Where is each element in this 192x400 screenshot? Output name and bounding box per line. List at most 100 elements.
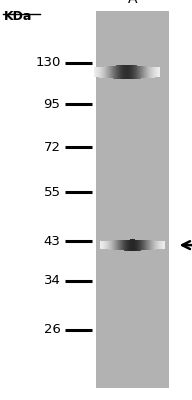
Bar	[146, 240, 147, 250]
Bar	[96, 368, 169, 373]
Bar	[121, 65, 122, 79]
Bar	[130, 240, 131, 251]
Bar	[96, 67, 97, 78]
Bar	[96, 120, 169, 125]
Bar	[96, 323, 169, 328]
Bar	[107, 241, 108, 250]
Bar	[96, 94, 169, 98]
Bar	[96, 316, 169, 320]
Bar	[96, 384, 169, 388]
Bar	[113, 240, 114, 250]
Bar	[118, 65, 119, 79]
Bar	[145, 240, 146, 250]
Bar	[128, 240, 129, 251]
Bar	[106, 66, 107, 78]
Bar	[96, 256, 169, 260]
Bar	[100, 67, 101, 78]
Bar	[96, 143, 169, 147]
Bar	[157, 67, 158, 77]
Bar	[145, 66, 146, 78]
Bar	[139, 240, 140, 250]
Bar	[96, 128, 169, 132]
Bar	[96, 49, 169, 53]
Bar	[96, 274, 169, 279]
Bar	[104, 66, 105, 78]
Bar	[163, 241, 164, 249]
Bar	[111, 241, 112, 250]
Bar	[156, 241, 157, 250]
Bar	[143, 66, 144, 78]
Bar	[96, 199, 169, 204]
Bar	[107, 66, 108, 78]
Bar	[97, 67, 98, 78]
Bar	[134, 65, 135, 79]
Bar	[96, 290, 169, 294]
Bar	[155, 241, 156, 250]
Bar	[131, 65, 132, 79]
Bar	[137, 240, 138, 251]
Text: 130: 130	[35, 56, 60, 69]
Bar	[115, 240, 116, 250]
Bar	[96, 233, 169, 238]
Bar	[158, 241, 159, 249]
Bar	[146, 66, 147, 78]
Bar	[135, 65, 136, 79]
Bar	[96, 226, 169, 230]
Bar	[141, 240, 142, 250]
Bar	[126, 65, 127, 79]
Bar	[144, 240, 145, 250]
Bar	[96, 342, 169, 347]
Bar	[164, 241, 165, 249]
Bar	[96, 192, 169, 196]
Bar	[112, 240, 113, 250]
Bar	[101, 241, 102, 249]
Text: 95: 95	[44, 98, 60, 111]
Bar	[96, 173, 169, 178]
Bar	[96, 240, 169, 245]
Bar	[119, 65, 120, 79]
Bar	[96, 90, 169, 95]
Bar	[96, 177, 169, 181]
Bar	[157, 241, 158, 250]
Bar	[96, 30, 169, 34]
Bar	[96, 139, 169, 144]
Bar	[123, 240, 124, 250]
Bar	[129, 65, 130, 79]
Bar	[96, 102, 169, 106]
Bar	[105, 66, 106, 78]
Bar	[149, 66, 150, 78]
Bar	[143, 240, 144, 250]
Bar	[96, 346, 169, 350]
Bar	[96, 180, 169, 185]
Bar	[136, 240, 137, 251]
Bar	[96, 229, 169, 234]
Bar	[127, 65, 128, 79]
Bar	[159, 241, 160, 249]
Bar	[132, 240, 133, 251]
Bar	[96, 26, 169, 31]
Bar	[113, 66, 114, 78]
Bar	[96, 113, 169, 117]
Bar	[117, 66, 118, 79]
Bar	[96, 150, 169, 155]
Bar	[132, 65, 133, 79]
Bar	[151, 240, 152, 250]
Bar	[96, 196, 169, 200]
Bar	[108, 241, 109, 250]
Bar	[133, 240, 134, 251]
Bar	[96, 12, 169, 388]
Bar	[96, 162, 169, 166]
Bar	[152, 240, 153, 250]
Bar	[96, 372, 169, 377]
Bar	[116, 66, 117, 79]
Bar	[121, 240, 122, 250]
Bar	[96, 132, 169, 136]
Text: A: A	[128, 0, 137, 6]
Bar	[96, 116, 169, 121]
Bar	[96, 267, 169, 272]
Text: 55: 55	[43, 186, 60, 199]
Bar	[96, 203, 169, 208]
Bar	[96, 210, 169, 215]
Bar	[96, 158, 169, 162]
Bar	[120, 65, 121, 79]
